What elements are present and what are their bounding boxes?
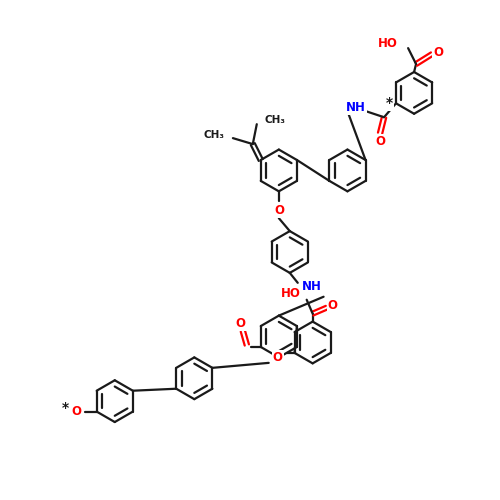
Text: HO: HO (281, 288, 300, 300)
Text: *: * (386, 96, 392, 110)
Text: CH₃: CH₃ (204, 130, 225, 140)
Text: O: O (275, 204, 285, 216)
Text: O: O (236, 316, 246, 330)
Text: O: O (72, 405, 82, 418)
Text: NH: NH (346, 101, 366, 114)
Text: O: O (272, 352, 282, 364)
Text: O: O (433, 46, 443, 59)
Text: HO: HO (378, 36, 398, 50)
Text: *: * (62, 400, 68, 414)
Text: CH₃: CH₃ (264, 115, 285, 125)
Text: NH: NH (302, 280, 322, 293)
Text: O: O (328, 299, 338, 312)
Text: O: O (375, 134, 385, 147)
